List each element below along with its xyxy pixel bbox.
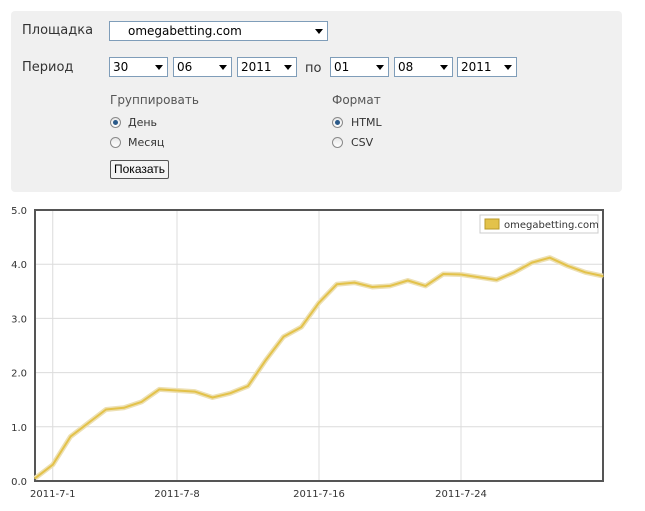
data-point — [105, 408, 107, 411]
to-year-value: 2011 — [461, 60, 492, 74]
data-point — [442, 273, 445, 275]
data-point — [87, 422, 90, 424]
group-month-radio[interactable] — [110, 137, 121, 148]
from-day-value: 30 — [113, 60, 129, 74]
data-point — [353, 281, 356, 284]
data-point — [264, 359, 267, 361]
y-tick-label: 2.0 — [11, 369, 27, 380]
format-csv-label: CSV — [351, 136, 374, 149]
format-title: Формат — [332, 93, 381, 107]
legend-swatch — [484, 218, 500, 230]
chevron-down-icon — [284, 65, 292, 70]
data-point — [282, 336, 285, 338]
data-point — [247, 385, 249, 387]
data-point — [140, 401, 143, 403]
y-tick-label: 5.0 — [11, 206, 27, 217]
data-point — [335, 283, 338, 286]
site-select[interactable]: omegabetting.com — [109, 21, 328, 41]
x-tick-label: 2011-7-8 — [154, 489, 199, 500]
format-html-radio[interactable] — [332, 117, 343, 128]
data-point — [495, 279, 498, 281]
chevron-down-icon — [504, 65, 512, 70]
data-point — [318, 301, 320, 304]
x-tick-label: 2011-7-24 — [435, 489, 487, 500]
data-point — [513, 271, 516, 274]
data-point — [122, 407, 125, 409]
data-point — [424, 285, 427, 287]
data-point — [531, 261, 533, 264]
y-tick-label: 0.0 — [11, 477, 27, 488]
x-tick-label: 2011-7-16 — [293, 489, 345, 500]
chevron-down-icon — [315, 29, 323, 34]
data-point — [229, 392, 232, 394]
from-month-value: 06 — [177, 60, 193, 74]
data-point — [406, 279, 409, 282]
data-point — [460, 273, 462, 276]
data-point — [34, 477, 36, 480]
data-point — [389, 285, 391, 287]
plot-frame — [34, 209, 604, 482]
site-label: Площадка — [22, 23, 94, 38]
group-day-radio[interactable] — [110, 117, 121, 128]
chevron-down-icon — [440, 65, 448, 70]
data-point — [193, 390, 196, 393]
group-day-label: День — [128, 116, 158, 129]
to-day-select[interactable]: 01 — [330, 57, 389, 77]
data-point — [300, 326, 303, 328]
chevron-down-icon — [376, 65, 384, 70]
data-point — [477, 276, 480, 279]
data-point — [158, 388, 161, 391]
to-year-select[interactable]: 2011 — [457, 57, 517, 77]
period-label: Период — [22, 60, 74, 75]
data-point — [371, 286, 374, 288]
chevron-down-icon — [219, 65, 227, 70]
group-by-title: Группировать — [110, 93, 199, 107]
x-tick-label: 2011-7-1 — [30, 489, 75, 500]
legend-box — [479, 214, 599, 234]
data-point — [51, 463, 54, 466]
data-point — [176, 389, 178, 392]
site-select-value: omegabetting.com — [128, 24, 242, 38]
chevron-down-icon — [155, 65, 163, 70]
y-tick-label: 3.0 — [11, 314, 27, 325]
legend-label: omegabetting.com — [504, 220, 599, 231]
from-day-select[interactable]: 30 — [109, 57, 168, 77]
from-year-select[interactable]: 2011 — [237, 57, 297, 77]
data-point — [548, 256, 551, 259]
data-point — [566, 265, 569, 267]
data-point — [69, 435, 72, 438]
y-tick-label: 4.0 — [11, 260, 27, 271]
show-button[interactable]: Показать — [110, 160, 170, 179]
data-point — [211, 396, 214, 399]
to-month-select[interactable]: 08 — [394, 57, 453, 77]
from-year-value: 2011 — [241, 60, 272, 74]
to-day-value: 01 — [334, 60, 350, 74]
to-month-value: 08 — [398, 60, 414, 74]
y-tick-label: 1.0 — [11, 423, 27, 434]
data-point — [584, 271, 587, 274]
format-csv-radio[interactable] — [332, 137, 343, 148]
group-month-label: Месяц — [128, 136, 165, 149]
from-month-select[interactable]: 06 — [173, 57, 232, 77]
format-html-label: HTML — [351, 116, 382, 129]
data-point — [602, 275, 604, 277]
period-to-label: по — [305, 61, 322, 76]
